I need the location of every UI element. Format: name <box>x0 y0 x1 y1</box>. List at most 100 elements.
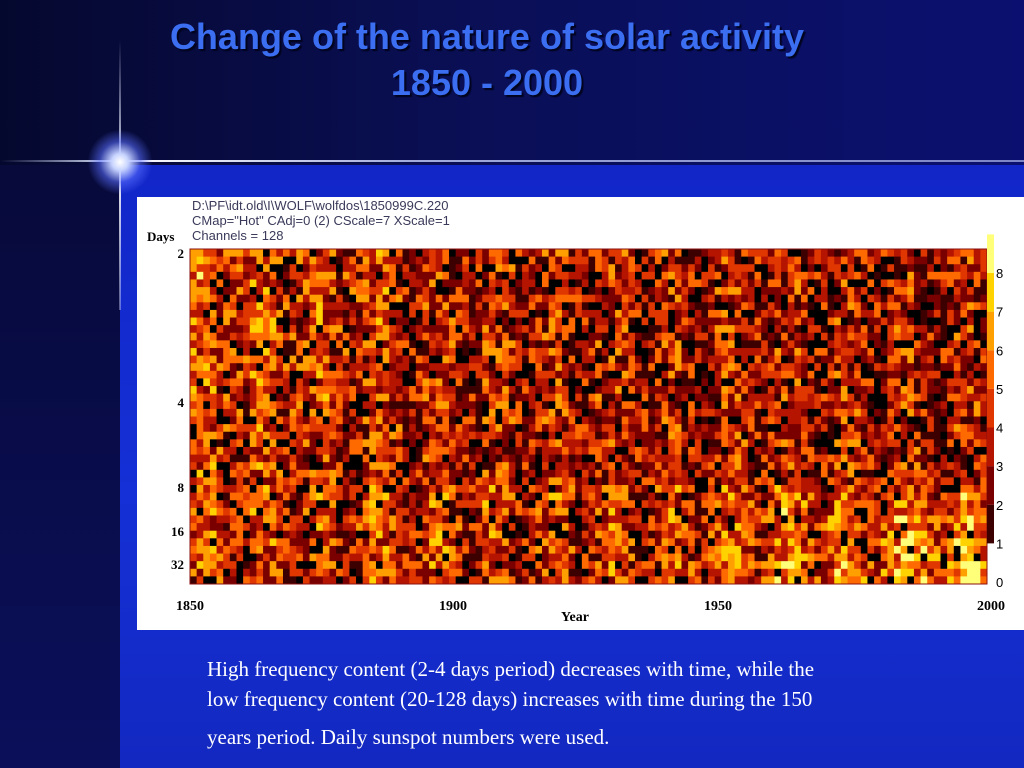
heatmap-cell <box>375 507 384 516</box>
heatmap-cell <box>422 454 430 463</box>
heatmap-cell <box>362 576 370 585</box>
heatmap-cell <box>455 469 463 478</box>
heatmap-cell <box>229 553 237 562</box>
heatmap-cell <box>462 431 470 440</box>
heatmap-cell <box>854 363 862 372</box>
heatmap-cell <box>827 279 835 288</box>
heatmap-cell <box>362 530 370 539</box>
heatmap-cell <box>542 553 550 562</box>
heatmap-cell <box>508 264 516 273</box>
heatmap-cell <box>840 576 848 585</box>
heatmap-cell <box>634 370 643 379</box>
heatmap-cell <box>369 393 377 402</box>
heatmap-cell <box>648 500 656 509</box>
heatmap-cell <box>402 500 410 509</box>
heatmap-cell <box>774 370 782 379</box>
heatmap-cell <box>860 424 868 433</box>
heatmap-cell <box>648 363 656 372</box>
heatmap-cell <box>894 347 902 356</box>
heatmap-cell <box>767 347 775 356</box>
heatmap-cell <box>528 264 536 273</box>
heatmap-cell <box>561 561 569 570</box>
heatmap-cell <box>528 393 536 402</box>
heatmap-cell <box>880 462 888 471</box>
heatmap-cell <box>415 515 423 524</box>
heatmap-cell <box>814 309 822 318</box>
heatmap-cell <box>548 302 556 311</box>
heatmap-cell <box>734 530 742 539</box>
heatmap-cell <box>661 523 669 532</box>
heatmap-cell <box>535 271 543 280</box>
heatmap-cell <box>296 393 304 402</box>
heatmap-cell <box>854 500 862 509</box>
heatmap-cell <box>781 500 789 509</box>
heatmap-cell <box>721 393 729 402</box>
heatmap-cell <box>708 507 716 516</box>
heatmap-cell <box>402 249 410 258</box>
heatmap-cell <box>415 553 423 562</box>
heatmap-cell <box>661 401 669 410</box>
heatmap-cell <box>840 347 848 356</box>
heatmap-cell <box>415 393 423 402</box>
heatmap-cell <box>661 454 669 463</box>
heatmap-cell <box>449 355 457 364</box>
heatmap-cell <box>409 561 417 570</box>
heatmap-cell <box>688 408 696 417</box>
heatmap-cell <box>515 287 523 296</box>
heatmap-cell <box>256 393 264 402</box>
heatmap-cell <box>342 492 350 501</box>
heatmap-cell <box>190 340 198 349</box>
heatmap-cell <box>608 271 616 280</box>
heatmap-cell <box>628 302 636 311</box>
heatmap-cell <box>462 446 470 455</box>
heatmap-cell <box>402 477 410 486</box>
heatmap-cell <box>296 439 304 448</box>
heatmap-cell <box>588 378 596 387</box>
heatmap-cell <box>196 271 204 280</box>
heatmap-cell <box>621 309 629 318</box>
heatmap-cell <box>263 279 271 288</box>
heatmap-cell <box>542 340 550 349</box>
heatmap-cell <box>356 454 364 463</box>
heatmap-cell <box>701 431 709 440</box>
heatmap-cell <box>874 462 882 471</box>
heatmap-cell <box>787 393 795 402</box>
heatmap-cell <box>223 469 231 478</box>
heatmap-cell <box>734 454 742 463</box>
heatmap-cell <box>634 439 643 448</box>
heatmap-cell <box>920 454 928 463</box>
heatmap-cell <box>820 515 828 524</box>
heatmap-cell <box>429 545 437 554</box>
heatmap-cell <box>608 347 616 356</box>
heatmap-cell <box>395 332 403 341</box>
heatmap-cell <box>548 408 556 417</box>
heatmap-cell <box>781 477 789 486</box>
heatmap-cell <box>203 561 211 570</box>
heatmap-cell <box>475 424 483 433</box>
heatmap-cell <box>887 332 895 341</box>
heatmap-cell <box>395 485 403 494</box>
heatmap-cell <box>249 523 257 532</box>
heatmap-cell <box>236 294 244 303</box>
heatmap-cell <box>588 271 596 280</box>
heatmap-cell <box>721 507 729 516</box>
heatmap-cell <box>282 515 291 524</box>
heatmap-cell <box>628 393 636 402</box>
heatmap-cell <box>515 454 523 463</box>
heatmap-cell <box>787 477 795 486</box>
heatmap-cell <box>515 408 523 417</box>
heatmap-cell <box>754 446 762 455</box>
heatmap-cell <box>455 492 463 501</box>
heatmap-cell <box>854 492 862 501</box>
heatmap-cell <box>615 454 623 463</box>
heatmap-cell <box>727 249 736 258</box>
heatmap-cell <box>820 530 828 539</box>
heatmap-cell <box>269 424 277 433</box>
heatmap-cell <box>302 416 310 425</box>
heatmap-cell <box>781 271 789 280</box>
heatmap-cell <box>475 294 483 303</box>
heatmap-cell <box>854 561 862 570</box>
heatmap-cell <box>216 431 224 440</box>
heatmap-cell <box>927 576 935 585</box>
heatmap-cell <box>734 302 742 311</box>
